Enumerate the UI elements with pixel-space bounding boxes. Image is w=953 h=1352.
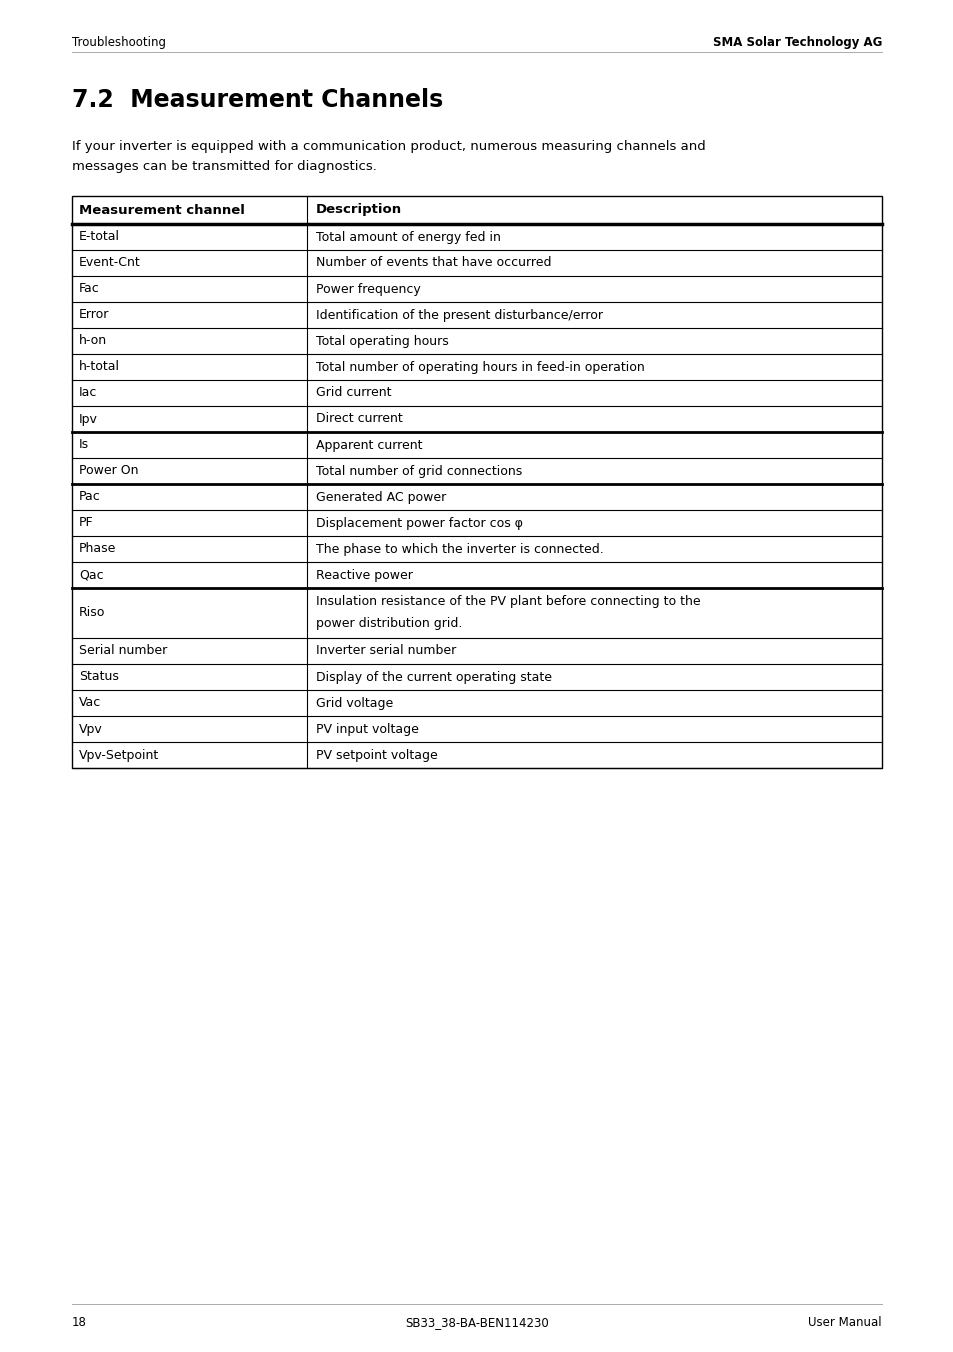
Text: Vpv: Vpv bbox=[79, 722, 103, 735]
Text: 18: 18 bbox=[71, 1315, 87, 1329]
Text: Identification of the present disturbance/error: Identification of the present disturbanc… bbox=[315, 308, 602, 322]
Text: h-on: h-on bbox=[79, 334, 107, 347]
Text: Troubleshooting: Troubleshooting bbox=[71, 37, 166, 49]
Text: Grid voltage: Grid voltage bbox=[315, 696, 393, 710]
Text: Serial number: Serial number bbox=[79, 645, 167, 657]
Text: If your inverter is equipped with a communication product, numerous measuring ch: If your inverter is equipped with a comm… bbox=[71, 141, 705, 153]
Text: messages can be transmitted for diagnostics.: messages can be transmitted for diagnost… bbox=[71, 160, 376, 173]
Text: Measurement channel: Measurement channel bbox=[79, 204, 245, 216]
Text: Number of events that have occurred: Number of events that have occurred bbox=[315, 257, 551, 269]
Text: Error: Error bbox=[79, 308, 110, 322]
Text: Total number of grid connections: Total number of grid connections bbox=[315, 465, 521, 477]
Text: Description: Description bbox=[315, 204, 402, 216]
Text: Status: Status bbox=[79, 671, 119, 684]
Text: Event-Cnt: Event-Cnt bbox=[79, 257, 141, 269]
Text: PV setpoint voltage: PV setpoint voltage bbox=[315, 749, 437, 761]
Text: Inverter serial number: Inverter serial number bbox=[315, 645, 456, 657]
Text: Riso: Riso bbox=[79, 607, 105, 619]
Text: power distribution grid.: power distribution grid. bbox=[315, 618, 462, 630]
Text: Insulation resistance of the PV plant before connecting to the: Insulation resistance of the PV plant be… bbox=[315, 595, 700, 608]
Text: Is: Is bbox=[79, 438, 89, 452]
Text: Iac: Iac bbox=[79, 387, 97, 399]
Text: Qac: Qac bbox=[79, 568, 104, 581]
Text: Reactive power: Reactive power bbox=[315, 568, 413, 581]
Text: Direct current: Direct current bbox=[315, 412, 402, 426]
Text: Fac: Fac bbox=[79, 283, 100, 296]
Text: The phase to which the inverter is connected.: The phase to which the inverter is conne… bbox=[315, 542, 603, 556]
Text: PV input voltage: PV input voltage bbox=[315, 722, 418, 735]
Text: Ipv: Ipv bbox=[79, 412, 98, 426]
Text: Total amount of energy fed in: Total amount of energy fed in bbox=[315, 230, 500, 243]
Text: Phase: Phase bbox=[79, 542, 116, 556]
Text: User Manual: User Manual bbox=[807, 1315, 882, 1329]
Text: SMA Solar Technology AG: SMA Solar Technology AG bbox=[712, 37, 882, 49]
Bar bbox=[71, 196, 882, 768]
Text: Power frequency: Power frequency bbox=[315, 283, 420, 296]
Text: 7.2  Measurement Channels: 7.2 Measurement Channels bbox=[71, 88, 443, 112]
Text: E-total: E-total bbox=[79, 230, 120, 243]
Text: Display of the current operating state: Display of the current operating state bbox=[315, 671, 552, 684]
Text: Vpv-Setpoint: Vpv-Setpoint bbox=[79, 749, 159, 761]
Text: Total operating hours: Total operating hours bbox=[315, 334, 448, 347]
Text: Total number of operating hours in feed-in operation: Total number of operating hours in feed-… bbox=[315, 361, 644, 373]
Text: Vac: Vac bbox=[79, 696, 101, 710]
Text: Power On: Power On bbox=[79, 465, 138, 477]
Text: h-total: h-total bbox=[79, 361, 120, 373]
Text: PF: PF bbox=[79, 516, 93, 530]
Text: Generated AC power: Generated AC power bbox=[315, 491, 446, 503]
Text: Pac: Pac bbox=[79, 491, 101, 503]
Text: SB33_38-BA-BEN114230: SB33_38-BA-BEN114230 bbox=[405, 1315, 548, 1329]
Text: Grid current: Grid current bbox=[315, 387, 391, 399]
Text: Apparent current: Apparent current bbox=[315, 438, 422, 452]
Text: Displacement power factor cos φ: Displacement power factor cos φ bbox=[315, 516, 522, 530]
